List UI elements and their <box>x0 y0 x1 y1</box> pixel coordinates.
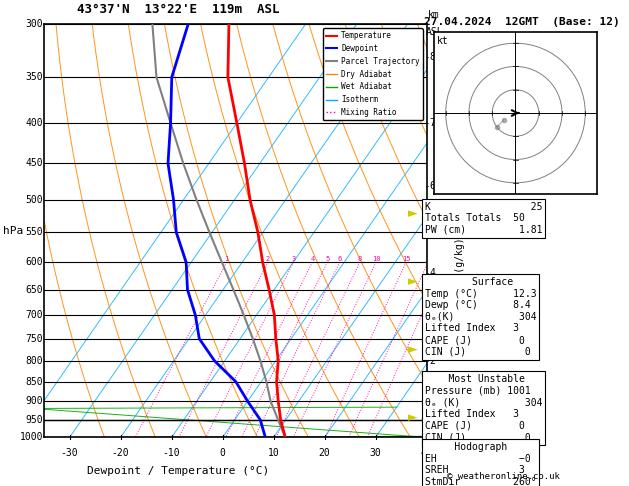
Text: 7: 7 <box>429 118 435 128</box>
Text: 750: 750 <box>25 334 43 344</box>
Text: 650: 650 <box>25 285 43 295</box>
Text: 600: 600 <box>25 257 43 267</box>
Text: 10: 10 <box>372 256 381 262</box>
Text: Most Unstable
Pressure (mb) 1001
θₑ (K)           304
Lifted Index   3
CAPE (J) : Most Unstable Pressure (mb) 1001 θₑ (K) … <box>425 374 542 442</box>
Legend: Temperature, Dewpoint, Parcel Trajectory, Dry Adiabat, Wet Adiabat, Isotherm, Mi: Temperature, Dewpoint, Parcel Trajectory… <box>323 28 423 120</box>
Text: 450: 450 <box>25 158 43 169</box>
Text: 300: 300 <box>25 19 43 29</box>
Text: ►: ► <box>408 276 417 288</box>
Text: 30: 30 <box>370 448 381 458</box>
Text: 1: 1 <box>225 256 229 262</box>
Text: 8: 8 <box>429 52 435 62</box>
Text: 27.04.2024  12GMT  (Base: 12): 27.04.2024 12GMT (Base: 12) <box>424 17 620 27</box>
Text: K                 25
Totals Totals  50
PW (cm)         1.81: K 25 Totals Totals 50 PW (cm) 1.81 <box>425 202 542 235</box>
Text: 10: 10 <box>268 448 279 458</box>
Text: 800: 800 <box>25 356 43 366</box>
Text: -20: -20 <box>112 448 130 458</box>
Text: 400: 400 <box>25 118 43 128</box>
Text: ►: ► <box>408 208 417 220</box>
Text: 5: 5 <box>429 227 435 237</box>
Text: Dewpoint / Temperature (°C): Dewpoint / Temperature (°C) <box>87 467 269 476</box>
Text: ►: ► <box>408 412 417 424</box>
Text: 8: 8 <box>358 256 362 262</box>
Text: 4: 4 <box>310 256 314 262</box>
Text: Hodograph
EH              −0
SREH            3
StmDir         260°
StmSpd (kt)  : Hodograph EH −0 SREH 3 StmDir 260° StmSp… <box>425 442 536 486</box>
Text: 6: 6 <box>338 256 342 262</box>
Text: 550: 550 <box>25 227 43 237</box>
Text: 40: 40 <box>421 448 432 458</box>
Text: LCL: LCL <box>428 415 446 425</box>
Text: kt: kt <box>437 36 449 47</box>
Text: 15: 15 <box>402 256 410 262</box>
Text: 20: 20 <box>319 448 330 458</box>
Text: 3: 3 <box>429 310 435 320</box>
Text: -10: -10 <box>163 448 181 458</box>
Text: ASL: ASL <box>425 27 443 37</box>
Text: km: km <box>428 10 440 20</box>
Text: 2: 2 <box>429 356 435 366</box>
Text: 6: 6 <box>429 181 435 191</box>
Text: 350: 350 <box>25 72 43 82</box>
Text: 2: 2 <box>266 256 270 262</box>
Text: 900: 900 <box>25 396 43 406</box>
Text: 1000: 1000 <box>19 433 43 442</box>
Text: -30: -30 <box>61 448 79 458</box>
Text: Surface
Temp (°C)      12.3
Dewp (°C)      8.4
θₑ(K)           304
Lifted Index : Surface Temp (°C) 12.3 Dewp (°C) 8.4 θₑ(… <box>425 277 536 357</box>
Text: 0: 0 <box>220 448 225 458</box>
Text: 500: 500 <box>25 194 43 205</box>
Text: 4: 4 <box>429 268 435 278</box>
Text: 43°37'N  13°22'E  119m  ASL: 43°37'N 13°22'E 119m ASL <box>77 3 279 16</box>
Text: 3: 3 <box>291 256 296 262</box>
Text: 950: 950 <box>25 415 43 425</box>
Text: 850: 850 <box>25 377 43 387</box>
Text: Mixing Ratio (g/kg): Mixing Ratio (g/kg) <box>455 237 465 348</box>
Text: 1: 1 <box>429 396 435 406</box>
Text: ►: ► <box>408 344 417 356</box>
Text: hPa: hPa <box>3 226 23 236</box>
Text: 700: 700 <box>25 310 43 320</box>
Text: 5: 5 <box>325 256 330 262</box>
Text: © weatheronline.co.uk: © weatheronline.co.uk <box>447 472 560 481</box>
